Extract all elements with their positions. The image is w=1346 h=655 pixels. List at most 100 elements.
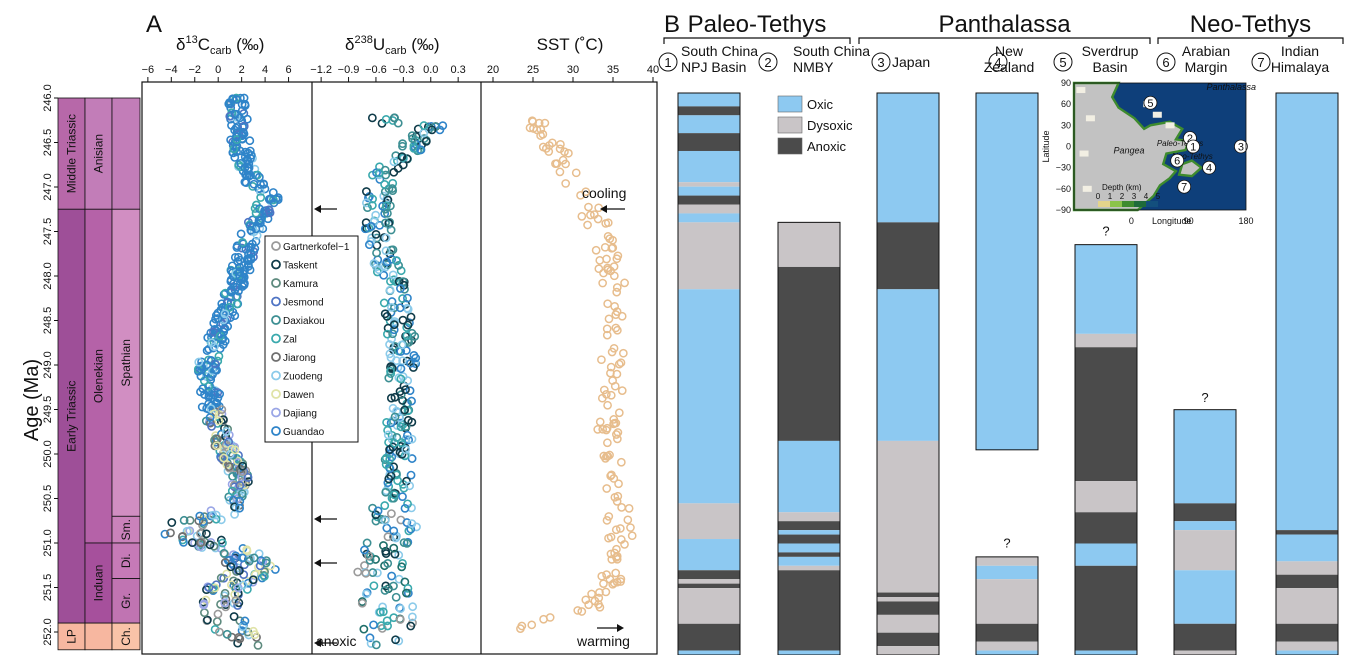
d238u-point [395, 615, 405, 624]
age-tick-label: 249.0 [42, 351, 54, 379]
d238u-point [397, 562, 407, 572]
legend-marker [271, 278, 281, 288]
d238u-point [378, 607, 388, 617]
d13c-point [202, 403, 212, 413]
redox-segment [976, 579, 1038, 624]
d238u-point [404, 526, 414, 536]
d13c-point [239, 121, 249, 131]
event-arrow-head [314, 559, 321, 567]
d238u-point [394, 261, 403, 270]
legend-label: Taskent [283, 261, 318, 272]
cooling-arrow-head [600, 205, 607, 213]
d13c-point [259, 179, 269, 189]
sst-point [598, 424, 608, 434]
redox-segment [976, 650, 1038, 655]
sst-point [612, 577, 622, 587]
d13c-legend: Gartnerkofel−1 Taskent Kamura Jesmond Daxiak… [264, 235, 359, 443]
d13c-point [230, 252, 240, 262]
sst-point [541, 144, 551, 153]
redox-segment [1276, 530, 1338, 535]
d13c-point [237, 489, 247, 499]
d238u-point [389, 438, 399, 448]
sst-point [609, 271, 619, 281]
sst-point [620, 278, 629, 288]
section-number: 5 [1059, 55, 1066, 70]
sst-point [611, 568, 621, 578]
unknown-mark: ? [1003, 535, 1010, 550]
d238u-point [401, 450, 411, 460]
redox-segment [678, 222, 740, 290]
d238u-point [407, 434, 417, 444]
d238u-point [386, 225, 396, 235]
d238u-point [385, 340, 394, 349]
redox-segment [678, 289, 740, 504]
redox-segment [778, 650, 840, 655]
d13c-point [235, 262, 245, 272]
d238u-point [403, 415, 413, 425]
redox-segment [778, 530, 840, 535]
x-tick-label: −4 [165, 64, 178, 76]
d238u-point [366, 222, 376, 231]
region-bracket [663, 37, 851, 44]
d238u-point [400, 503, 410, 513]
age-tick-label: 246.0 [42, 84, 54, 112]
sst-point [623, 515, 633, 525]
panel-a-x-ticks: −6 −4 −2 0 2 4 6 −1.2 −0.9 −0.6 −0.3 0.0 0.3 20 25 30 35… [142, 64, 659, 82]
d238u-point [406, 470, 416, 480]
d238u-point [389, 581, 398, 591]
map-ocean-label: Neo-Tethys [1172, 152, 1213, 161]
d238u-point [378, 201, 388, 211]
d13c-point [214, 627, 224, 637]
timescale-unit [111, 97, 141, 210]
event-arrow-head [314, 639, 321, 647]
timescale-unit [57, 208, 86, 624]
d238u-point [405, 481, 415, 491]
age-tick-label: 246.5 [42, 129, 54, 157]
d238u-point [396, 422, 406, 432]
redox-legend-label: Anoxic [807, 139, 847, 154]
d13c-point [230, 445, 240, 455]
d238u-point [365, 555, 375, 565]
section-name: New [995, 43, 1024, 59]
sst-point [577, 212, 587, 221]
d13c-point [212, 617, 222, 626]
sst-point [616, 358, 626, 368]
d238u-point [382, 616, 392, 626]
d238u-point [397, 152, 407, 162]
sst-point [561, 179, 571, 188]
sst-point [517, 621, 527, 631]
x-tick-label: −2 [188, 64, 201, 76]
map-highland [1079, 150, 1089, 157]
redox-segment [778, 543, 840, 553]
d238u-point [391, 592, 401, 602]
x-tick-label: −1.2 [310, 64, 332, 76]
redox-segment [1276, 588, 1338, 624]
panel-b-letter: B [664, 11, 680, 38]
map-lat-label: Latitude [1041, 130, 1051, 162]
map-depth-tick: 0 [1096, 192, 1101, 201]
map-highland [1076, 87, 1086, 94]
d238u-point [391, 635, 400, 645]
map-depth-swatch [1146, 201, 1158, 207]
map-lat-tick: 60 [1061, 99, 1071, 109]
timescale-label: Anisian [92, 134, 106, 173]
legend-marker [271, 333, 281, 344]
column-outline [777, 221, 841, 655]
sst-point [601, 425, 611, 435]
d13c-point [238, 127, 248, 137]
d13c-point [220, 588, 230, 598]
timescale-label: Ch. [119, 627, 133, 646]
map-highland [1085, 115, 1095, 122]
sst-point [603, 299, 612, 309]
x-tick-label: 40 [647, 64, 659, 76]
redox-segment [1276, 93, 1338, 531]
d13c-point [242, 546, 252, 556]
d13c-point [209, 342, 219, 352]
redox-segment [678, 213, 740, 223]
d13c-point [209, 327, 218, 337]
section-number-ring [1156, 52, 1176, 72]
d13c-point [268, 188, 278, 197]
redox-segment [778, 521, 840, 531]
section-name: Indian [1281, 43, 1319, 59]
d13c-point [198, 384, 208, 394]
